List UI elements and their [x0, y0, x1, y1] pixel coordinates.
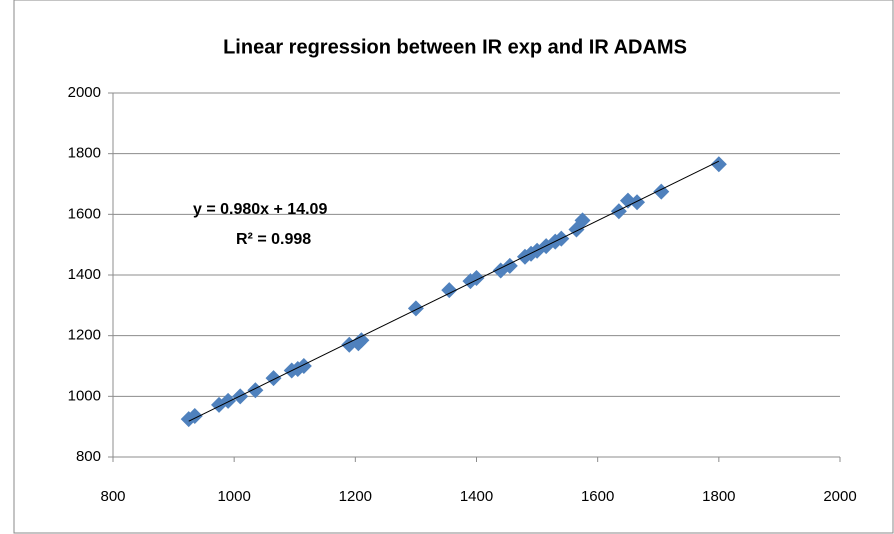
- y-tick-label: 1200: [68, 327, 101, 344]
- data-point: [295, 358, 312, 374]
- y-tick-label: 800: [76, 448, 101, 465]
- x-tick-label: 1400: [460, 488, 493, 505]
- data-point: [353, 332, 370, 349]
- y-tick-label: 1400: [68, 266, 101, 283]
- data-point: [501, 257, 518, 274]
- data-point: [574, 212, 591, 229]
- y-tick-label: 1800: [68, 145, 101, 162]
- x-tick-label: 1600: [581, 488, 614, 505]
- chart-title: Linear regression between IR exp and IR …: [223, 36, 687, 58]
- annotation: y = 0.980x + 14.09: [193, 201, 327, 218]
- chart-frame: [13, 0, 894, 534]
- y-tick-label: 2000: [68, 84, 101, 101]
- y-tick-label: 1000: [68, 387, 101, 404]
- x-tick-label: 800: [100, 488, 125, 505]
- x-tick-label: 1800: [702, 488, 735, 505]
- x-tick-label: 2000: [823, 488, 856, 505]
- data-point: [407, 300, 424, 317]
- x-tick-label: 1000: [217, 488, 250, 505]
- data-point: [710, 156, 727, 173]
- annotation: R² = 0.998: [236, 231, 311, 248]
- y-tick-label: 1600: [68, 205, 101, 222]
- x-tick-label: 1200: [339, 488, 372, 505]
- data-point: [220, 392, 237, 409]
- data-point: [629, 194, 646, 211]
- data-point: [610, 203, 627, 220]
- data-point: [265, 370, 282, 387]
- trendline: [188, 160, 720, 422]
- data-point: [441, 282, 458, 299]
